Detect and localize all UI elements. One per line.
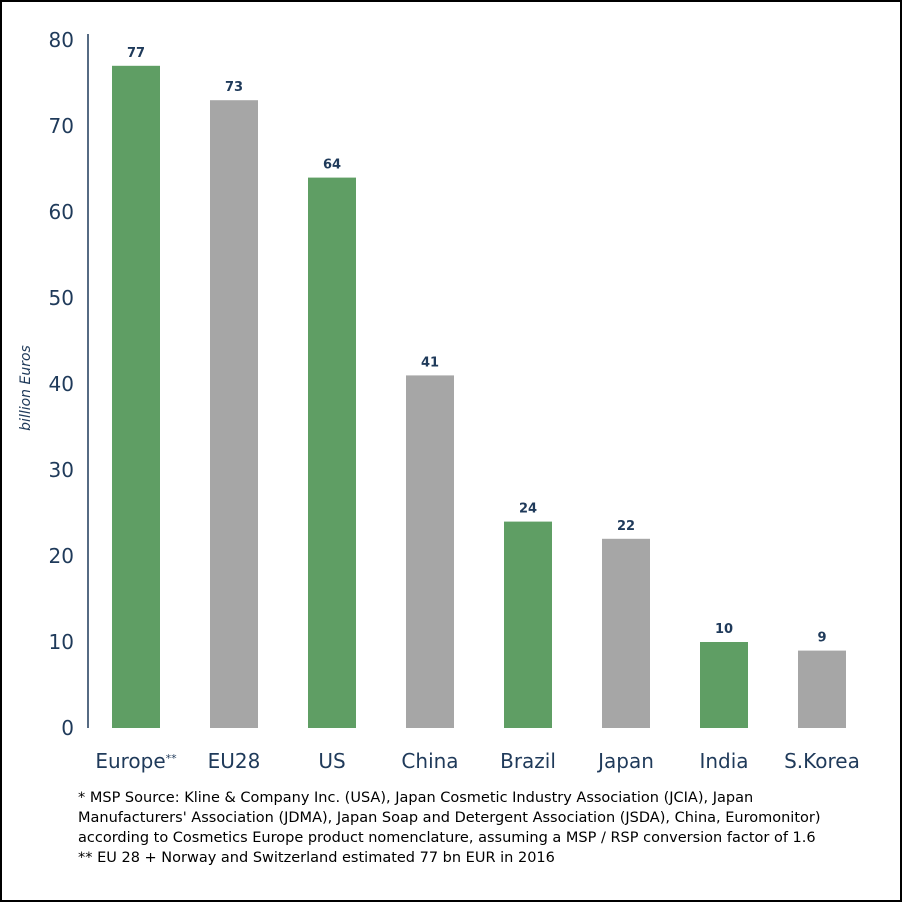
data-label: 64: [323, 158, 341, 173]
y-tick-label: 20: [49, 544, 74, 568]
bar: [602, 538, 650, 728]
bar: [112, 65, 160, 729]
data-label: 24: [519, 502, 537, 517]
data-label: 10: [715, 622, 733, 637]
bar: [700, 642, 748, 728]
y-axis-label: billion Euros: [18, 345, 34, 431]
data-label: 77: [127, 46, 145, 61]
data-label: 41: [421, 355, 439, 370]
y-tick-label: 40: [49, 372, 74, 396]
footnotes: * MSP Source: Kline & Company Inc. (USA)…: [78, 788, 878, 868]
footnote-line: ** EU 28 + Norway and Switzerland estima…: [78, 850, 555, 866]
footnote-line: according to Cosmetics Europe product no…: [78, 830, 816, 846]
data-labels: 77 73 64 41 24 22 10 9: [127, 46, 827, 646]
y-tick-label: 0: [61, 716, 74, 740]
bar: [504, 521, 552, 728]
x-axis: Europe** EU28 US China Brazil Japan India S.Kor…: [95, 749, 860, 773]
x-tick-label: China: [401, 749, 458, 773]
y-tick-label: 50: [49, 286, 74, 310]
y-tick-label: 60: [49, 200, 74, 224]
bar: [308, 177, 356, 729]
footnote-marker: **: [166, 752, 178, 765]
y-axis: 0 10 20 30 40 50 60 70 80: [49, 28, 89, 740]
y-tick-label: 80: [49, 28, 74, 52]
x-tick-label: Europe**: [95, 749, 177, 773]
x-tick-label: EU28: [208, 749, 261, 773]
x-tick-label: S.Korea: [784, 749, 860, 773]
x-tick-label: US: [318, 749, 345, 773]
bar: [406, 375, 454, 728]
footnote-line: Manufacturers' Association (JDMA), Japan…: [78, 810, 821, 826]
x-tick-label: Brazil: [500, 749, 556, 773]
data-label: 22: [617, 519, 635, 534]
data-label: 73: [225, 80, 243, 95]
data-label: 9: [817, 631, 826, 646]
x-tick-label: Japan: [596, 749, 654, 773]
footnote-line: * MSP Source: Kline & Company Inc. (USA)…: [78, 790, 754, 806]
x-tick-label: India: [699, 749, 748, 773]
bar: [210, 100, 258, 728]
y-tick-label: 70: [49, 114, 74, 138]
y-tick-label: 30: [49, 458, 74, 482]
bars: [112, 65, 846, 729]
bar: [798, 650, 846, 728]
y-tick-label: 10: [49, 630, 74, 654]
